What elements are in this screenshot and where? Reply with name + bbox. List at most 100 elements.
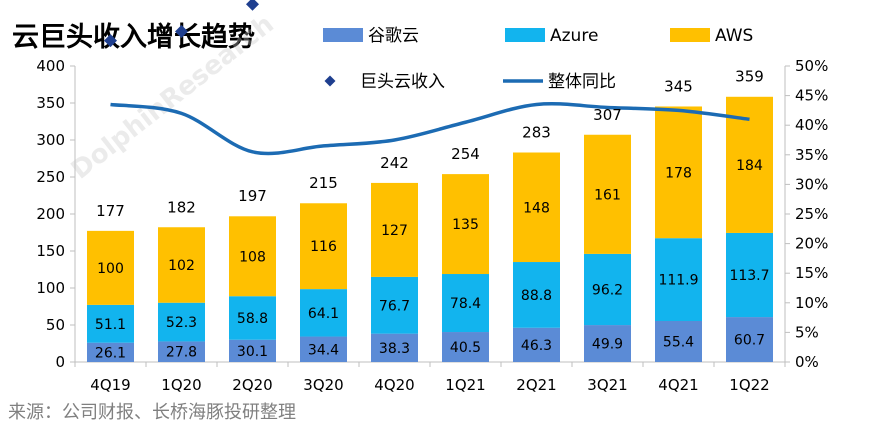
bar-google-cloud-label: 40.5: [450, 340, 481, 356]
total-marker: [246, 0, 259, 11]
bar-aws: [584, 134, 631, 254]
legend-google-cloud-label: 谷歌云: [368, 26, 419, 46]
bar-google-cloud-label: 26.1: [95, 345, 126, 361]
x-tick-label: 3Q21: [587, 376, 627, 394]
legend-google-cloud: 谷歌云: [323, 26, 419, 46]
y-left-tick-label: 150: [36, 242, 65, 260]
y-left-tick-label: 350: [36, 94, 65, 112]
bar-azure-label: 113.7: [729, 268, 769, 284]
bar-google-cloud: [726, 317, 773, 362]
bar-aws: [655, 106, 702, 239]
bar-azure: [300, 289, 347, 337]
bar-aws: [229, 216, 276, 297]
y-right-tick-label: 50%: [795, 57, 828, 75]
bar-azure-label: 88.8: [521, 288, 552, 304]
bar-azure: [229, 296, 276, 340]
x-tick-label: 1Q20: [161, 376, 201, 394]
bar-azure: [584, 253, 631, 326]
bar-aws: [87, 230, 134, 305]
bar-google-cloud: [229, 339, 276, 362]
bar-aws-label: 102: [168, 258, 195, 274]
bar-google-cloud: [442, 332, 489, 362]
x-tick-label: 1Q21: [445, 376, 485, 394]
bar-google-cloud: [584, 325, 631, 362]
bar-google-cloud: [87, 342, 134, 362]
bar-google-cloud: [513, 327, 560, 362]
bar-google-cloud-label: 49.9: [592, 337, 623, 353]
bar-aws: [158, 227, 205, 303]
total-label: 177: [96, 202, 125, 220]
bar-azure: [87, 304, 134, 343]
growth-line-group: [110, 101, 750, 156]
y-left-tick-label: 0: [55, 353, 65, 371]
bar-google-cloud-label: 46.3: [521, 338, 552, 354]
total-label: 345: [664, 78, 693, 96]
legend: 谷歌云 Azure AWS 巨头云收入 整体同比: [323, 26, 753, 92]
y-right-tick-label: 30%: [795, 175, 828, 193]
total-markers: [104, 0, 259, 48]
legend-aws-label: AWS: [715, 26, 753, 46]
y-right-tick-label: 0%: [795, 353, 819, 371]
legend-total-revenue: 巨头云收入: [324, 72, 445, 92]
y-right-tick-label: 10%: [795, 294, 828, 312]
bar-aws-label: 127: [381, 223, 408, 239]
bar-azure: [655, 238, 702, 322]
x-tick-label: 4Q19: [90, 376, 130, 394]
bar-azure: [442, 274, 489, 333]
total-label: 182: [167, 198, 196, 216]
bar-aws-label: 100: [97, 261, 124, 277]
total-label: 307: [593, 106, 622, 124]
bar-aws-label: 135: [452, 217, 479, 233]
total-label: 283: [522, 124, 551, 142]
bar-aws: [726, 96, 773, 233]
growth-line: [110, 101, 750, 156]
y-left-tick-label: 50: [46, 316, 65, 334]
bar-google-cloud-label: 34.4: [308, 342, 339, 358]
bar-google-cloud-label: 60.7: [734, 333, 765, 349]
bar-azure-label: 78.4: [450, 296, 481, 312]
bar-azure-label: 111.9: [658, 273, 698, 289]
x-tick-label: 4Q20: [374, 376, 414, 394]
bar-google-cloud: [371, 333, 418, 362]
bar-azure-label: 58.8: [237, 311, 268, 327]
bar-azure: [726, 232, 773, 318]
bar-azure: [371, 276, 418, 334]
total-marker: [104, 34, 117, 48]
y-left-tick-label: 100: [36, 279, 65, 297]
x-tick-label: 4Q21: [658, 376, 698, 394]
total-marker: [175, 24, 188, 38]
legend-aws: AWS: [670, 26, 753, 46]
legend-aws-swatch: [670, 28, 710, 42]
source-note: 来源：公司财报、长桥海豚投研整理: [8, 402, 296, 423]
y-right-tick-label: 35%: [795, 146, 828, 164]
y-right-tick-label: 40%: [795, 116, 828, 134]
bar-azure-label: 52.3: [166, 315, 197, 331]
bar-aws: [371, 182, 418, 277]
bar-aws-label: 178: [665, 165, 692, 181]
bar-google-cloud-label: 27.8: [166, 345, 197, 361]
bar-aws-label: 148: [523, 200, 550, 216]
chart-title: 云巨头收入增长趋势: [12, 21, 255, 53]
bar-azure-label: 96.2: [592, 282, 623, 298]
legend-azure-swatch: [505, 28, 545, 42]
bar-aws-label: 184: [736, 158, 763, 174]
y-right-tick-label: 45%: [795, 87, 828, 105]
total-label: 359: [735, 67, 764, 85]
legend-growth: 整体同比: [503, 72, 616, 92]
bar-aws-label: 108: [239, 249, 266, 265]
bar-google-cloud: [158, 341, 205, 362]
bar-azure-label: 51.1: [95, 317, 126, 333]
bar-azure-label: 64.1: [308, 306, 339, 322]
bar-google-cloud-label: 30.1: [237, 344, 268, 360]
total-label: 197: [238, 187, 267, 205]
y-left-tick-label: 400: [36, 57, 65, 75]
bar-aws: [300, 203, 347, 290]
bar-aws-label: 161: [594, 187, 621, 203]
y-right-tick-label: 5%: [795, 323, 819, 341]
total-label: 254: [451, 145, 480, 163]
legend-azure-label: Azure: [550, 26, 598, 46]
legend-azure: Azure: [505, 26, 598, 46]
bar-google-cloud: [655, 321, 702, 362]
legend-total-revenue-label: 巨头云收入: [360, 72, 445, 92]
